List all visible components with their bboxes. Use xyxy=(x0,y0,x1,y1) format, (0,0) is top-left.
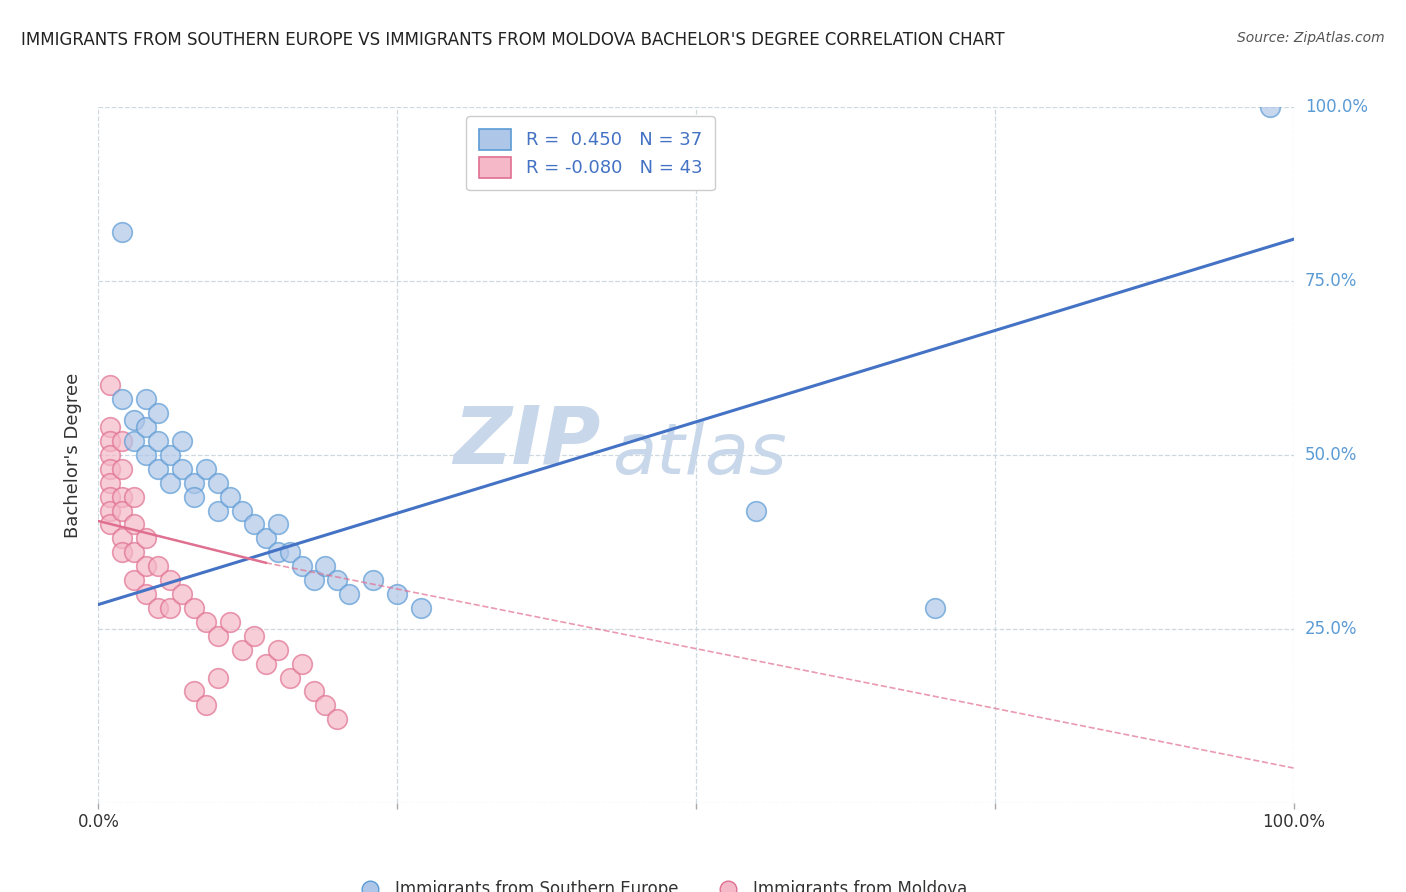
Point xyxy=(124,490,146,504)
Text: 100.0%: 100.0% xyxy=(1305,98,1368,116)
Text: 75.0%: 75.0% xyxy=(1305,272,1357,290)
Point xyxy=(135,392,157,407)
Text: ZIP: ZIP xyxy=(453,402,600,480)
Point xyxy=(207,503,229,517)
Point xyxy=(98,490,122,504)
Point xyxy=(183,684,205,698)
Point xyxy=(111,490,134,504)
Point xyxy=(98,448,122,462)
Point xyxy=(1258,100,1281,114)
Point xyxy=(98,475,122,490)
Text: Source: ZipAtlas.com: Source: ZipAtlas.com xyxy=(1237,31,1385,45)
Point xyxy=(385,587,409,601)
Point xyxy=(172,587,194,601)
Point xyxy=(278,545,301,559)
Point xyxy=(111,503,134,517)
Point xyxy=(278,671,301,685)
Point xyxy=(745,503,768,517)
Point xyxy=(231,503,253,517)
Point xyxy=(207,671,229,685)
Point xyxy=(267,545,290,559)
Point xyxy=(290,657,312,671)
Text: atlas: atlas xyxy=(612,420,787,490)
Point xyxy=(98,420,122,434)
Point xyxy=(124,413,146,427)
Point xyxy=(363,573,385,587)
Point xyxy=(148,406,170,420)
Point xyxy=(111,392,134,407)
Point xyxy=(124,573,146,587)
Point xyxy=(411,601,433,615)
Point xyxy=(148,434,170,448)
Text: 25.0%: 25.0% xyxy=(1305,620,1357,638)
Point xyxy=(98,462,122,476)
Point xyxy=(290,559,312,574)
Point xyxy=(207,475,229,490)
Point xyxy=(267,517,290,532)
Point xyxy=(135,532,157,546)
Point xyxy=(231,642,253,657)
Point xyxy=(315,698,337,713)
Point xyxy=(183,475,205,490)
Point xyxy=(148,559,170,574)
Point xyxy=(159,475,181,490)
Text: IMMIGRANTS FROM SOUTHERN EUROPE VS IMMIGRANTS FROM MOLDOVA BACHELOR'S DEGREE COR: IMMIGRANTS FROM SOUTHERN EUROPE VS IMMIG… xyxy=(21,31,1005,49)
Point xyxy=(111,545,134,559)
Point xyxy=(183,490,205,504)
Point xyxy=(254,657,277,671)
Point xyxy=(267,642,290,657)
Point xyxy=(124,517,146,532)
Point xyxy=(254,532,277,546)
Point xyxy=(302,684,325,698)
Point xyxy=(124,434,146,448)
Point xyxy=(111,462,134,476)
Point xyxy=(98,517,122,532)
Point xyxy=(194,698,217,713)
Point xyxy=(302,573,325,587)
Point xyxy=(135,587,157,601)
Point xyxy=(111,532,134,546)
Point xyxy=(159,573,181,587)
Point xyxy=(159,448,181,462)
Point xyxy=(194,615,217,629)
Point xyxy=(172,462,194,476)
Point xyxy=(243,517,266,532)
Point xyxy=(98,503,122,517)
Point xyxy=(135,448,157,462)
Point xyxy=(111,225,134,239)
Point xyxy=(924,601,946,615)
Text: 50.0%: 50.0% xyxy=(1305,446,1357,464)
Point xyxy=(326,573,349,587)
Point xyxy=(315,559,337,574)
Point xyxy=(326,712,349,726)
Point xyxy=(98,378,122,392)
Point xyxy=(194,462,217,476)
Point xyxy=(148,462,170,476)
Point xyxy=(172,434,194,448)
Point xyxy=(243,629,266,643)
Point xyxy=(135,559,157,574)
Point xyxy=(135,420,157,434)
Legend: Immigrants from Southern Europe, Immigrants from Moldova: Immigrants from Southern Europe, Immigra… xyxy=(346,874,974,892)
Point xyxy=(219,490,242,504)
Point xyxy=(148,601,170,615)
Point xyxy=(159,601,181,615)
Point xyxy=(111,434,134,448)
Point xyxy=(124,545,146,559)
Y-axis label: Bachelor's Degree: Bachelor's Degree xyxy=(65,372,83,538)
Point xyxy=(219,615,242,629)
Point xyxy=(337,587,360,601)
Point xyxy=(183,601,205,615)
Point xyxy=(207,629,229,643)
Point xyxy=(98,434,122,448)
